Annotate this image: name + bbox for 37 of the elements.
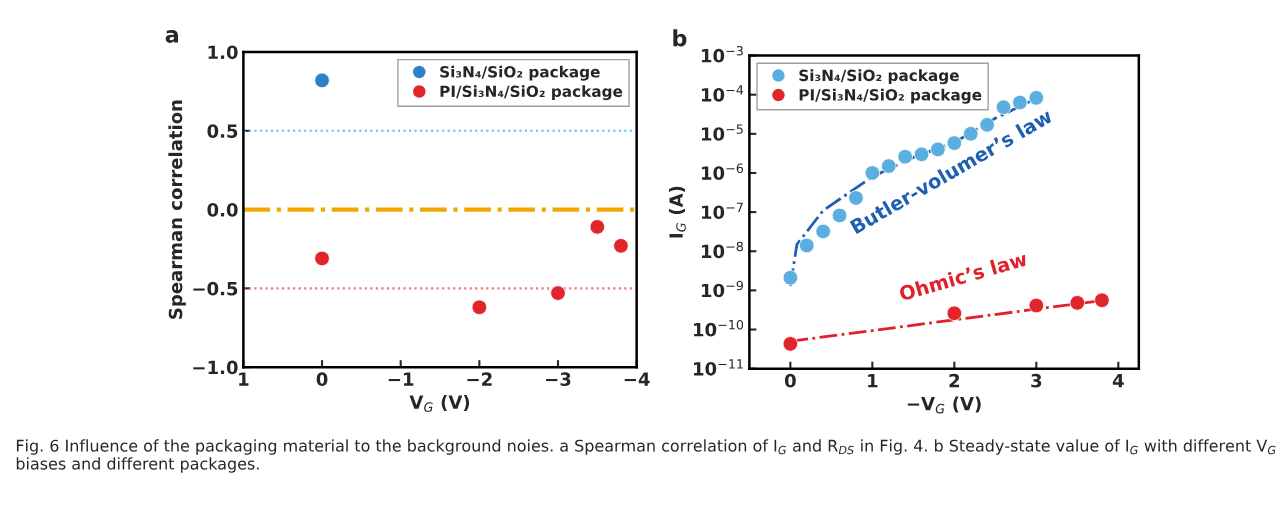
legend-label: PI/Si₃N₄/SiO₂ package	[440, 85, 623, 101]
x-tick-label: 1	[868, 374, 878, 388]
y-tick-label: 10$^{−9}$	[701, 280, 743, 298]
legend-label: Si₃N₄/SiO₂ package	[799, 69, 959, 85]
y-tick-label: 10$^{−11}$	[694, 359, 743, 376]
y-tick-label: 10$^{−7}$	[701, 202, 743, 220]
x-tick-label: −2	[467, 372, 492, 386]
y-tick-label: 10$^{−8}$	[701, 241, 743, 259]
text: Fig. 6 Influence of the packaging material to the background noies. a Spearman correlation of I$_{G}$ and R$_{DS}$ in Fig. 4. b Steady-state value of I$_{G}$ with different V$_{G}$ biases and different packages.	[16, 439, 1276, 473]
y-tick-label: 10$^{−6}$	[701, 163, 744, 180]
y-axis-title: I$_{G}$ (A)	[668, 186, 686, 238]
x-tick-label: −1	[388, 372, 414, 386]
annotation: Ohmic’s law	[898, 250, 1029, 302]
x-axis-title: −V$_{G}$ (V)	[907, 396, 981, 414]
text: a	[165, 30, 178, 43]
x-tick-label: 3	[1031, 373, 1042, 388]
y-tick-label: 10$^{−10}$	[694, 319, 744, 337]
x-tick-label: 0	[784, 373, 796, 388]
x-tick-label: 4	[1112, 374, 1124, 388]
y-tick-label: 1.0	[208, 45, 238, 60]
y-tick-label: −1.0	[193, 360, 238, 375]
legend-label: PI/Si₃N₄/SiO₂ package	[799, 88, 982, 104]
x-axis-title: V$_{G}$ (V)	[409, 395, 470, 412]
y-tick-label: 10$^{−4}$	[701, 85, 744, 102]
y-tick-label: −0.5	[193, 281, 238, 296]
x-tick-label: 2	[949, 373, 960, 388]
y-tick-label: 0.0	[207, 203, 238, 217]
y-tick-label: 10$^{−5}$	[701, 124, 743, 141]
y-tick-label: 0.5	[207, 124, 238, 138]
y-axis-title: Spearman correlation	[168, 100, 186, 319]
x-tick-label: −3	[546, 372, 571, 386]
x-tick-label: −4	[624, 372, 650, 386]
x-tick-label: 1	[239, 372, 249, 386]
text: b	[673, 29, 687, 47]
y-tick-label: 10$^{−3}$	[701, 45, 743, 63]
x-tick-label: 0	[316, 372, 328, 386]
legend-label: Si₃N₄/SiO₂ package	[440, 65, 600, 81]
